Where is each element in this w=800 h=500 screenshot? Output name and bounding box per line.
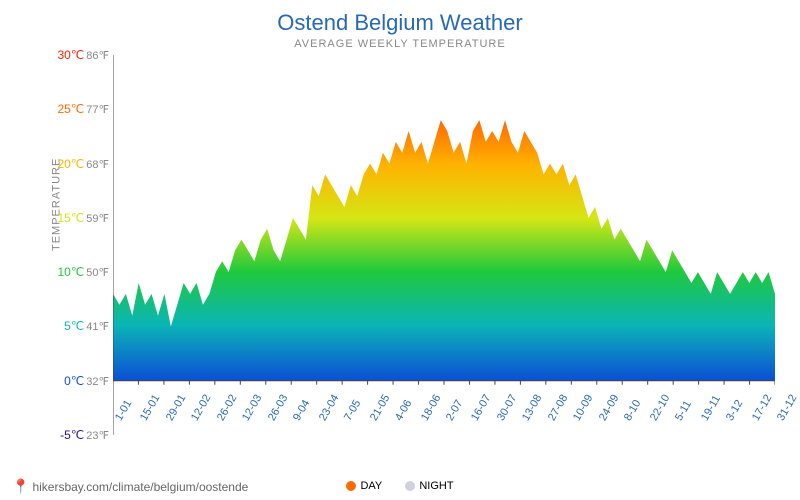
y-tick: 30℃86℉	[57, 48, 109, 62]
x-tick: 23-04	[317, 392, 341, 422]
x-tick: 4-06	[393, 398, 414, 423]
location-pin-icon: 📍	[12, 478, 29, 495]
x-tick: 24-09	[597, 392, 621, 422]
legend-night-dot	[405, 481, 415, 491]
x-tick: 29-01	[164, 392, 188, 422]
source-url: hikersbay.com/climate/belgium/oostende	[32, 480, 248, 494]
plot-area	[113, 55, 775, 435]
x-tick: 17-12	[750, 392, 774, 422]
chart-svg	[113, 55, 775, 435]
x-tick: 19-11	[699, 393, 723, 423]
x-tick: 18-06	[419, 392, 443, 422]
y-tick: 5℃41℉	[64, 319, 109, 333]
legend-day-dot	[346, 481, 356, 491]
x-tick: 30-07	[495, 392, 519, 422]
legend-night-label: NIGHT	[419, 480, 453, 492]
legend-day-label: DAY	[360, 480, 382, 492]
y-tick: 20℃68℉	[57, 157, 109, 171]
x-tick: 5-11	[673, 398, 694, 422]
x-tick: 12-02	[189, 392, 213, 422]
x-tick: 10-09	[571, 392, 595, 422]
legend-night: NIGHT	[405, 480, 453, 492]
y-axis-ticks: -5℃23℉0℃32℉5℃41℉10℃50℉15℃59℉20℃68℉25℃77℉…	[15, 55, 109, 435]
x-tick: 9-04	[291, 398, 312, 423]
x-tick: 12-03	[240, 392, 264, 422]
x-tick: 1-01	[113, 398, 134, 423]
y-tick: 10℃50℉	[57, 265, 109, 279]
x-tick: 8-10	[622, 398, 643, 423]
x-tick: 16-07	[469, 392, 493, 422]
y-tick: 25℃77℉	[57, 102, 109, 116]
legend-day: DAY	[346, 480, 382, 492]
x-tick: 26-02	[215, 392, 239, 422]
source-footer: 📍 hikersbay.com/climate/belgium/oostende	[12, 478, 248, 495]
y-tick: -5℃23℉	[60, 428, 109, 442]
x-tick: 2-07	[444, 398, 465, 423]
weather-chart-container: Ostend Belgium Weather AVERAGE WEEKLY TE…	[0, 0, 800, 500]
x-tick: 3-12	[724, 398, 745, 423]
x-tick: 7-05	[342, 398, 363, 423]
x-tick: 13-08	[520, 392, 544, 422]
x-tick: 31-12	[775, 392, 799, 422]
plot-wrapper: TEMPERATURE -5℃23℉0℃32℉5℃41℉10℃50℉15℃59℉…	[15, 55, 785, 435]
x-tick: 15-01	[138, 392, 162, 422]
y-tick: 0℃32℉	[64, 374, 109, 388]
y-tick: 15℃59℉	[57, 211, 109, 225]
chart-subtitle: AVERAGE WEEKLY TEMPERATURE	[15, 38, 785, 50]
x-tick: 27-08	[546, 392, 570, 422]
x-tick: 26-03	[266, 392, 290, 422]
chart-title: Ostend Belgium Weather	[15, 10, 785, 36]
x-axis-ticks: 1-0115-0129-0112-0226-0212-0326-039-0423…	[113, 387, 775, 447]
x-tick: 21-05	[368, 392, 392, 422]
x-tick: 22-10	[648, 392, 672, 422]
